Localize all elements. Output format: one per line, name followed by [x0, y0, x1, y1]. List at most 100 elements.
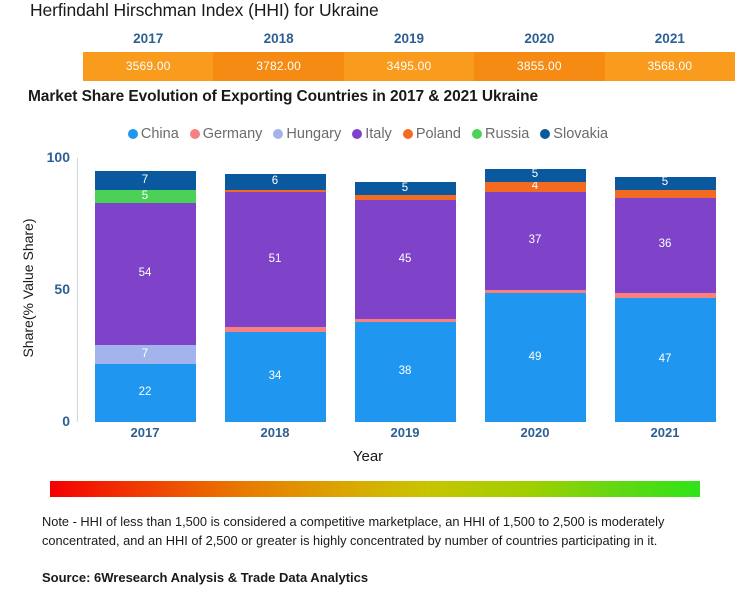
bar-segment-value: 51 — [268, 252, 282, 265]
bar-segment-china[interactable]: 47 — [614, 297, 716, 422]
bar-segment-hungary[interactable]: 7 — [94, 345, 196, 364]
bar-segment-italy[interactable]: 37 — [484, 192, 586, 291]
legend-item-russia[interactable]: Russia — [471, 126, 530, 142]
bar-segment-poland[interactable] — [614, 189, 716, 198]
x-axis-tick: 2018 — [260, 425, 290, 440]
bar-segment-italy[interactable]: 51 — [224, 192, 326, 327]
legend-item-italy[interactable]: Italy — [352, 126, 392, 142]
bar-slot: 47 36 5 — [600, 158, 730, 422]
concentration-gradient-strip — [50, 481, 700, 497]
legend-swatch-icon — [540, 129, 551, 139]
bar-segment-germany[interactable] — [354, 319, 456, 322]
bar-segment-germany[interactable] — [614, 292, 716, 298]
bar-segment-value: 22 — [138, 386, 152, 399]
x-axis-tick: 2019 — [390, 425, 420, 440]
legend-item-poland[interactable]: Poland — [402, 126, 461, 142]
legend-swatch-icon — [189, 129, 200, 139]
bar-segment-value: 47 — [658, 353, 672, 366]
legend-item-germany[interactable]: Germany — [189, 126, 263, 142]
bar-segment-value: 49 — [528, 350, 542, 363]
legend-swatch-icon — [402, 129, 413, 139]
bar-segment-china[interactable]: 49 — [484, 292, 586, 422]
stacked-bar[interactable]: 47 36 5 — [614, 158, 716, 422]
bar-segment-value: 6 — [271, 175, 279, 188]
bar-slot: 38 45 5 — [340, 158, 470, 422]
legend-label: Germany — [202, 126, 263, 142]
hhi-value-cell: 3495.00 — [343, 52, 475, 81]
bar-segment-china[interactable]: 38 — [354, 321, 456, 422]
stacked-bar[interactable]: 38 45 5 — [354, 158, 456, 422]
bar-segment-italy[interactable]: 36 — [614, 197, 716, 293]
x-axis-ticks: 2017 2018 2019 2020 2021 — [80, 425, 730, 440]
legend-item-china[interactable]: China — [127, 126, 179, 142]
bar-segment-germany[interactable] — [224, 326, 326, 333]
hhi-title: Herfindahl Hirschman Index (HHI) for Ukr… — [30, 0, 379, 20]
bar-segment-slovakia[interactable]: 5 — [614, 176, 716, 190]
x-axis-tick: 2017 — [130, 425, 160, 440]
hhi-year-cell: 2020 — [524, 31, 555, 46]
chart-title: Market Share Evolution of Exporting Coun… — [28, 88, 539, 105]
plot-area: Share(% Value Share) 0 50 100 22 7 54 5 7 34 51 6… — [0, 150, 736, 470]
chart-legend: China Germany Hungary Italy Poland Russia Slov… — [0, 126, 736, 142]
bar-segment-russia[interactable]: 5 — [94, 189, 196, 203]
hhi-value-bar: 3569.00 3782.00 3495.00 3855.00 3568.00 — [83, 52, 735, 81]
bar-group: 22 7 54 5 7 34 51 6 38 45 5 49 37 4 5 47 36 5 — [80, 158, 730, 422]
bar-segment-germany[interactable] — [484, 290, 586, 293]
footer-source: Source: 6Wresearch Analysis & Trade Data… — [42, 570, 369, 585]
legend-label: Slovakia — [553, 126, 609, 142]
bar-segment-value: 7 — [141, 173, 149, 186]
hhi-value-cell: 3569.00 — [83, 52, 214, 81]
y-axis-label: Share(% Value Share) — [20, 218, 36, 358]
hhi-value-cell: 3568.00 — [604, 52, 735, 81]
bar-slot: 49 37 4 5 — [470, 158, 600, 422]
bar-segment-poland[interactable]: 4 — [484, 180, 586, 193]
bar-segment-value: 36 — [658, 238, 672, 251]
legend-swatch-icon — [352, 129, 363, 139]
y-axis-line — [77, 158, 78, 422]
hhi-value-cell: 3855.00 — [474, 52, 605, 81]
bar-segment-value: 5 — [141, 189, 149, 202]
legend-swatch-icon — [127, 129, 138, 139]
bar-segment-poland[interactable] — [354, 195, 456, 201]
bar-segment-value: 5 — [531, 168, 539, 181]
bar-segment-china[interactable]: 22 — [94, 363, 196, 422]
bar-segment-slovakia[interactable]: 5 — [354, 181, 456, 195]
x-axis-tick: 2021 — [650, 425, 680, 440]
bar-segment-poland[interactable] — [224, 189, 326, 193]
bar-segment-slovakia[interactable]: 6 — [224, 173, 326, 190]
hhi-year-row: 2017 2018 2019 2020 2021 — [83, 28, 735, 50]
y-axis-tick: 50 — [54, 281, 70, 297]
legend-item-slovakia[interactable]: Slovakia — [540, 126, 608, 142]
y-axis-tick: 0 — [62, 413, 70, 429]
bar-slot: 34 51 6 — [210, 158, 340, 422]
legend-label: China — [140, 126, 179, 142]
legend-swatch-icon — [471, 129, 482, 139]
stacked-bar[interactable]: 49 37 4 5 — [484, 158, 586, 422]
bar-segment-italy[interactable]: 45 — [354, 200, 456, 320]
legend-label: Italy — [365, 126, 392, 142]
bar-segment-value: 5 — [661, 176, 669, 189]
bar-segment-value: 7 — [141, 347, 149, 360]
bar-segment-value: 38 — [398, 365, 412, 378]
stacked-bar[interactable]: 22 7 54 5 7 — [94, 158, 196, 422]
bar-segment-italy[interactable]: 54 — [94, 202, 196, 346]
legend-label: Poland — [415, 126, 461, 142]
legend-label: Russia — [484, 126, 530, 142]
bar-segment-value: 4 — [531, 180, 539, 193]
legend-swatch-icon — [273, 129, 284, 139]
bar-segment-slovakia[interactable]: 7 — [94, 171, 196, 190]
bar-segment-china[interactable]: 34 — [224, 332, 326, 422]
bar-segment-value: 45 — [398, 252, 412, 265]
legend-item-hungary[interactable]: Hungary — [273, 126, 341, 142]
hhi-year-cell: 2018 — [263, 31, 294, 46]
hhi-value-cell: 3782.00 — [213, 52, 344, 81]
stacked-bar[interactable]: 34 51 6 — [224, 158, 326, 422]
bar-slot: 22 7 54 5 7 — [80, 158, 210, 422]
hhi-year-cell: 2019 — [393, 31, 425, 46]
hhi-year-cell: 2017 — [133, 31, 164, 46]
bar-segment-slovakia[interactable]: 5 — [484, 168, 586, 182]
x-axis-tick: 2020 — [520, 425, 550, 440]
y-axis-tick: 100 — [46, 149, 70, 165]
hhi-year-cell: 2021 — [654, 31, 685, 46]
